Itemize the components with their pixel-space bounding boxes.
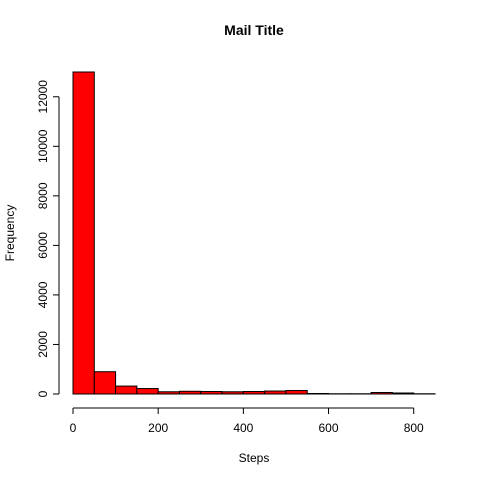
histogram-bar: [264, 390, 287, 395]
histogram-bar: [391, 392, 415, 395]
y-tick-label: 0: [36, 390, 50, 397]
y-tick-label: 2000: [36, 331, 50, 358]
histogram-bar: [115, 385, 138, 395]
histogram-bar: [221, 391, 244, 395]
histogram-bar: [178, 390, 202, 395]
y-tick-label: 8000: [36, 182, 50, 209]
histogram-bar: [200, 391, 223, 395]
y-tick-label: 12000: [36, 80, 50, 114]
x-axis: 0 200 400 600 800: [70, 407, 424, 435]
histogram-bar: [136, 388, 159, 395]
histogram-bar: [242, 391, 266, 395]
chart-title: Mail Title: [224, 22, 284, 38]
x-tick-label: 200: [148, 421, 168, 435]
histogram-bar: [93, 371, 117, 395]
histogram-bar: [370, 392, 393, 395]
y-axis-label: Frequency: [3, 205, 17, 262]
y-axis: 0 2000 4000 6000 8000 10000 12000: [36, 80, 60, 397]
histogram-bar: [157, 391, 180, 395]
x-tick-label: 800: [404, 421, 424, 435]
histogram-bar: [285, 390, 308, 395]
y-tick-label: 10000: [36, 129, 50, 163]
x-axis-label: Steps: [239, 451, 270, 465]
bars-group: [72, 71, 436, 395]
x-tick-label: 400: [233, 421, 253, 435]
x-tick-label: 600: [319, 421, 339, 435]
y-tick-label: 6000: [36, 232, 50, 259]
x-tick-label: 0: [70, 421, 77, 435]
histogram-bar: [72, 71, 95, 395]
y-tick-label: 4000: [36, 281, 50, 308]
